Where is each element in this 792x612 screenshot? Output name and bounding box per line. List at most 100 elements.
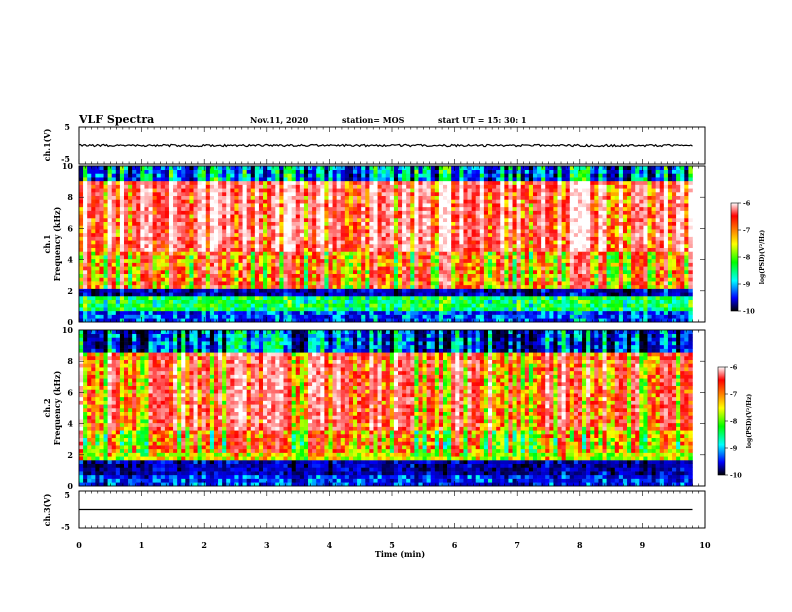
ch1-cell bbox=[316, 180, 321, 185]
ch1-cell bbox=[500, 184, 505, 189]
ch1-cell bbox=[242, 247, 247, 252]
ch1-cell bbox=[205, 270, 211, 275]
ch1-cell bbox=[254, 169, 260, 174]
ch1-cell bbox=[328, 273, 333, 278]
ch1-cell bbox=[414, 310, 419, 315]
ch1-cell bbox=[365, 184, 370, 189]
ch1-cell bbox=[398, 318, 403, 323]
ch1-cell bbox=[377, 210, 382, 215]
ch1-cell bbox=[136, 273, 141, 278]
ch1-cell bbox=[348, 192, 354, 197]
ch1-cell bbox=[393, 195, 399, 200]
ch1-cell bbox=[185, 251, 190, 256]
ch1-cell bbox=[393, 303, 399, 308]
ch1-cell bbox=[357, 251, 362, 256]
ch1-cell bbox=[275, 273, 280, 278]
ch1-cell bbox=[99, 266, 104, 271]
ch1-cell bbox=[148, 303, 153, 308]
ch1-cell bbox=[373, 299, 378, 304]
ch1-cell bbox=[222, 288, 227, 293]
ch1-cell bbox=[189, 314, 194, 319]
ch1-cell bbox=[160, 251, 166, 256]
ch1-cell bbox=[471, 192, 477, 197]
ch1-cell bbox=[487, 184, 493, 189]
ch1-cell bbox=[128, 273, 133, 278]
ch1-cell bbox=[410, 199, 415, 204]
ch1-cell bbox=[95, 218, 100, 223]
ch1-cell bbox=[328, 288, 333, 293]
ch1-cell bbox=[385, 203, 391, 208]
ch1-cell bbox=[95, 281, 100, 286]
ch1-cell bbox=[226, 273, 231, 278]
ch1-cell bbox=[475, 169, 481, 174]
ch1-cell bbox=[295, 240, 301, 245]
ch1-cell bbox=[479, 173, 485, 178]
ch1-cell bbox=[238, 307, 243, 312]
ch1-cell bbox=[381, 184, 387, 189]
ch1-cell bbox=[222, 225, 227, 230]
ch1-cell bbox=[475, 221, 481, 226]
ch1-cell bbox=[303, 188, 309, 193]
ch1-cell bbox=[189, 244, 194, 249]
ch1-cell bbox=[136, 281, 141, 286]
ch1-cell bbox=[193, 262, 198, 267]
ch1-cell bbox=[189, 173, 194, 178]
ch1-cell bbox=[267, 232, 272, 237]
ch1-cell bbox=[475, 307, 481, 312]
ch1-cell bbox=[234, 266, 239, 271]
ch1-cell bbox=[336, 318, 342, 323]
ch1-cell bbox=[381, 266, 387, 271]
ch1-cell bbox=[312, 229, 317, 234]
ch1-cell bbox=[418, 221, 423, 226]
ch1-cell bbox=[275, 292, 280, 297]
ch1-cell bbox=[140, 318, 145, 323]
ch1-cell bbox=[254, 251, 260, 256]
ch1-cell bbox=[406, 169, 411, 174]
ch1-cell bbox=[496, 284, 501, 289]
ch1-cell bbox=[537, 288, 542, 293]
ch1-cell bbox=[283, 232, 288, 237]
ch1-cell bbox=[177, 247, 182, 252]
ch1-cell bbox=[87, 307, 92, 312]
ch1-cell bbox=[295, 262, 301, 267]
ch1-cell bbox=[463, 303, 468, 308]
ch1-cell bbox=[532, 192, 538, 197]
ch1-cell bbox=[479, 210, 485, 215]
ch1-cell bbox=[377, 240, 382, 245]
ch1-cell bbox=[226, 177, 231, 182]
ch1-cell bbox=[156, 247, 162, 252]
ch1-cell bbox=[512, 277, 517, 282]
ch1-cell bbox=[320, 210, 325, 215]
ch1-cell bbox=[381, 173, 387, 178]
ch1-cell bbox=[496, 240, 501, 245]
ch1-cell bbox=[152, 281, 158, 286]
ch1-cell bbox=[492, 177, 497, 182]
ch1-cell bbox=[365, 258, 370, 263]
ch1-cell bbox=[426, 229, 432, 234]
ch1-cell bbox=[234, 281, 239, 286]
ch1-cell bbox=[381, 166, 387, 171]
ch1-cell bbox=[328, 195, 333, 200]
ch1-cell bbox=[144, 307, 149, 312]
ch1-cell bbox=[520, 199, 526, 204]
ch1-cell bbox=[91, 232, 96, 237]
ch1-cell bbox=[320, 277, 325, 282]
ch1-cell bbox=[467, 214, 472, 219]
ch1-cell bbox=[226, 173, 231, 178]
ch1-cell bbox=[438, 166, 444, 171]
ch1-cell bbox=[463, 195, 468, 200]
ch1-cell bbox=[492, 266, 497, 271]
ch1-cell bbox=[295, 299, 301, 304]
ch1-cell bbox=[99, 173, 104, 178]
ch1-cell bbox=[406, 262, 411, 267]
ch1-cell bbox=[218, 270, 223, 275]
ch1-cell bbox=[414, 221, 419, 226]
ch1-cell bbox=[254, 229, 260, 234]
ch1-cell bbox=[537, 236, 542, 241]
ch1-cell bbox=[393, 247, 399, 252]
ch1-cell bbox=[348, 210, 354, 215]
ch1-cell bbox=[95, 299, 100, 304]
ch1-cell bbox=[164, 292, 170, 297]
ch1-cell bbox=[226, 199, 231, 204]
ch1-cell bbox=[205, 210, 211, 215]
